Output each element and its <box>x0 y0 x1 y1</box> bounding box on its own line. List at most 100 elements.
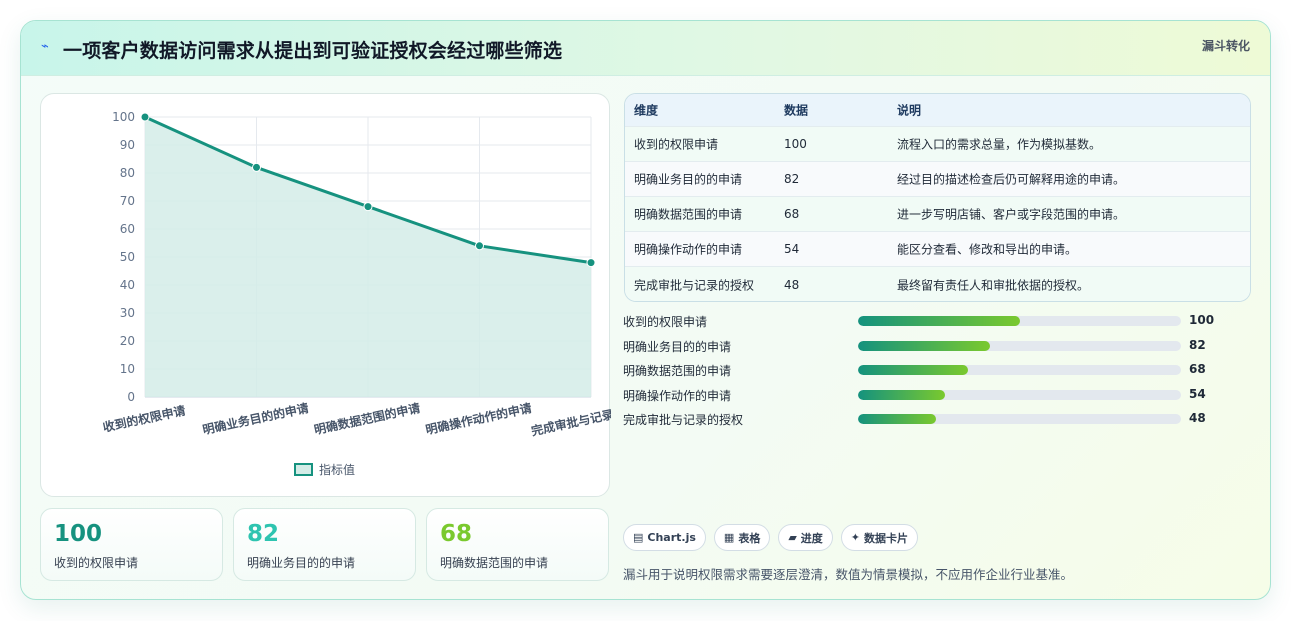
kpi-label: 明确数据范围的申请 <box>440 556 549 570</box>
sparkle-icon: ✦ <box>850 531 861 544</box>
progress-bar-list: 收到的权限申请 100 明确业务目的的申请 82 明确数据范围的申请 68 明确… <box>623 313 1243 436</box>
table-cell: 能区分查看、修改和导出的申请。 <box>897 242 1078 257</box>
y-tick-label: 60 <box>120 222 135 236</box>
kpi-value: 82 <box>247 521 280 547</box>
column-header: 说明 <box>897 103 922 118</box>
kpi-label: 明确业务目的的申请 <box>247 556 356 570</box>
y-tick-label: 20 <box>120 334 135 348</box>
table-row: 明确操作动作的申请 54 能区分查看、修改和导出的申请。 <box>625 232 1250 267</box>
x-tick-label: 明确操作动作的申请 <box>424 400 533 437</box>
y-tick-label: 30 <box>120 306 135 320</box>
lightning-icon: ⌁ <box>41 39 49 54</box>
data-point <box>363 202 373 212</box>
column-header: 维度 <box>634 103 659 118</box>
table-cell: 68 <box>784 207 800 221</box>
kpi-label: 收到的权限申请 <box>54 556 139 570</box>
data-point <box>586 258 596 268</box>
progress-row: 收到的权限申请 100 <box>623 313 1243 338</box>
table-header-row: 维度 数据 说明 <box>625 94 1250 127</box>
table-cell: 明确数据范围的申请 <box>634 207 743 222</box>
y-tick-label: 70 <box>120 194 135 208</box>
y-tick-label: 10 <box>120 362 135 376</box>
chip-progress[interactable]: ▰ 进度 <box>778 524 833 551</box>
progress-value: 68 <box>1189 362 1206 376</box>
page-title: 一项客户数据访问需求从提出到可验证授权会经过哪些筛选 <box>63 40 563 62</box>
chart-icon: ▤ <box>633 531 644 544</box>
chip-label: Chart.js <box>647 531 696 544</box>
chip-label: 数据卡片 <box>864 531 909 545</box>
y-tick-label: 80 <box>120 166 135 180</box>
chip-data-cards[interactable]: ✦ 数据卡片 <box>840 524 919 551</box>
progress-label: 收到的权限申请 <box>623 315 708 329</box>
progress-track <box>858 340 1181 351</box>
kpi-value: 100 <box>54 521 103 547</box>
table-cell: 明确操作动作的申请 <box>634 242 743 257</box>
table-cell: 完成审批与记录的授权 <box>634 278 755 292</box>
line-chart-panel: 0 10 20 30 40 50 60 70 80 90 100 收到的权限申请 明确业务目的的申请 明确… <box>40 93 611 497</box>
progress-label: 完成审批与记录的授权 <box>623 413 744 427</box>
y-tick-label: 40 <box>120 278 135 292</box>
table-cell: 明确业务目的的申请 <box>634 172 743 187</box>
y-tick-label: 100 <box>112 110 135 124</box>
feature-chips: ▤ Chart.js ▦ 表格 ▰ 进度 ✦ 数据卡片 <box>623 524 919 551</box>
progress-row: 明确业务目的的申请 82 <box>623 338 1243 363</box>
kpi-card-scope: 68 明确数据范围的申请 <box>426 508 609 581</box>
table-icon: ▦ <box>723 531 735 544</box>
dashboard-card: ⌁ 一项客户数据访问需求从提出到可验证授权会经过哪些筛选 漏斗转化 0 10 20 3… <box>20 20 1271 600</box>
header: ⌁ 一项客户数据访问需求从提出到可验证授权会经过哪些筛选 漏斗转化 <box>21 21 1270 76</box>
progress-fill <box>858 340 991 351</box>
chart-legend[interactable]: 指标值 <box>294 460 355 478</box>
y-tick-label: 0 <box>127 390 135 404</box>
area-fill <box>145 117 591 397</box>
footnote: 漏斗用于说明权限需求需要逐层澄清，数值为情景模拟，不应用作企业行业基准。 <box>623 567 1074 582</box>
progress-icon: ▰ <box>788 531 797 544</box>
progress-fill <box>858 389 946 400</box>
table-cell: 流程入口的需求总量，作为模拟基数。 <box>897 137 1102 152</box>
progress-track <box>858 316 1181 326</box>
progress-fill <box>858 414 936 424</box>
chip-chartjs[interactable]: ▤ Chart.js <box>623 524 706 551</box>
legend-label: 指标值 <box>319 462 356 477</box>
kpi-card-received: 100 收到的权限申请 <box>40 508 223 581</box>
table-row: 明确业务目的的申请 82 经过目的描述检查后仍可解释用途的申请。 <box>625 162 1250 197</box>
progress-value: 100 <box>1189 313 1215 327</box>
table-cell: 经过目的描述检查后仍可解释用途的申请。 <box>897 172 1126 187</box>
y-tick-label: 50 <box>120 250 135 264</box>
progress-row: 明确操作动作的申请 54 <box>623 387 1243 412</box>
x-tick-label: 完成审批与记录的授权 <box>530 399 611 439</box>
progress-value: 48 <box>1189 411 1206 425</box>
progress-fill <box>858 316 1020 326</box>
kpi-card-purpose: 82 明确业务目的的申请 <box>233 508 416 581</box>
progress-label: 明确数据范围的申请 <box>623 364 732 378</box>
table-cell: 54 <box>784 242 800 256</box>
data-point <box>475 241 484 251</box>
table-cell: 82 <box>784 172 800 186</box>
x-tick-label: 明确数据范围的申请 <box>313 400 422 437</box>
table-cell: 48 <box>784 277 800 292</box>
table-cell: 最终留有责任人和审批依据的授权。 <box>897 278 1090 292</box>
progress-track <box>858 365 1181 375</box>
progress-row: 完成审批与记录的授权 48 <box>623 411 1243 436</box>
table-row: 完成审批与记录的授权 48 最终留有责任人和审批依据的授权。 <box>625 267 1250 301</box>
table-cell: 收到的权限申请 <box>634 137 719 152</box>
chip-label: 表格 <box>738 531 761 545</box>
progress-row: 明确数据范围的申请 68 <box>623 362 1243 387</box>
progress-value: 54 <box>1189 386 1206 401</box>
data-point <box>140 112 150 122</box>
progress-track <box>858 414 1181 424</box>
legend-swatch <box>294 462 313 476</box>
data-point <box>252 162 261 172</box>
x-tick-label: 明确业务目的的申请 <box>201 400 310 437</box>
table-cell: 100 <box>784 137 807 151</box>
chip-table[interactable]: ▦ 表格 <box>713 524 771 551</box>
progress-fill <box>858 365 968 375</box>
data-table: 维度 数据 说明 收到的权限申请 100 流程入口的需求总量，作为模拟基数。 明… <box>624 93 1251 302</box>
progress-label: 明确操作动作的申请 <box>623 388 732 403</box>
kpi-value: 68 <box>440 521 473 547</box>
progress-label: 明确业务目的的申请 <box>623 339 732 354</box>
chip-label: 进度 <box>800 531 823 545</box>
progress-track <box>858 389 1181 400</box>
table-row: 明确数据范围的申请 68 进一步写明店铺、客户或字段范围的申请。 <box>625 197 1250 232</box>
y-tick-label: 90 <box>120 138 135 152</box>
